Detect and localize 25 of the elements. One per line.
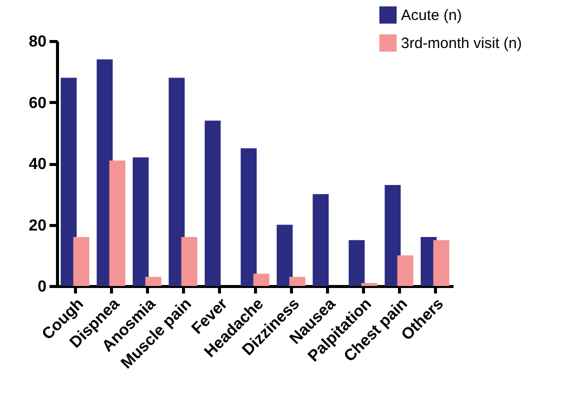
bar (361, 282, 378, 286)
bar (168, 78, 185, 286)
bar (348, 240, 365, 286)
bar (276, 224, 293, 286)
legend-label: 3rd-month visit (n) (401, 35, 522, 52)
y-tick-label: 40 (28, 156, 47, 173)
bar (132, 157, 149, 286)
bar (204, 120, 221, 286)
bar (312, 194, 329, 286)
bar (253, 274, 270, 286)
bar (109, 160, 126, 286)
bar (384, 184, 401, 286)
bar (433, 240, 450, 286)
legend-label: Acute (n) (401, 7, 462, 24)
y-tick-label: 60 (28, 94, 47, 112)
y-tick-label: 0 (38, 278, 47, 296)
bar (60, 78, 77, 286)
bar (181, 237, 198, 286)
bar (73, 237, 90, 286)
bar (145, 276, 162, 286)
bar (289, 276, 306, 286)
y-tick-label: 20 (28, 217, 47, 234)
bar (240, 148, 257, 286)
bar (397, 255, 414, 286)
y-tick-label: 80 (28, 34, 47, 50)
